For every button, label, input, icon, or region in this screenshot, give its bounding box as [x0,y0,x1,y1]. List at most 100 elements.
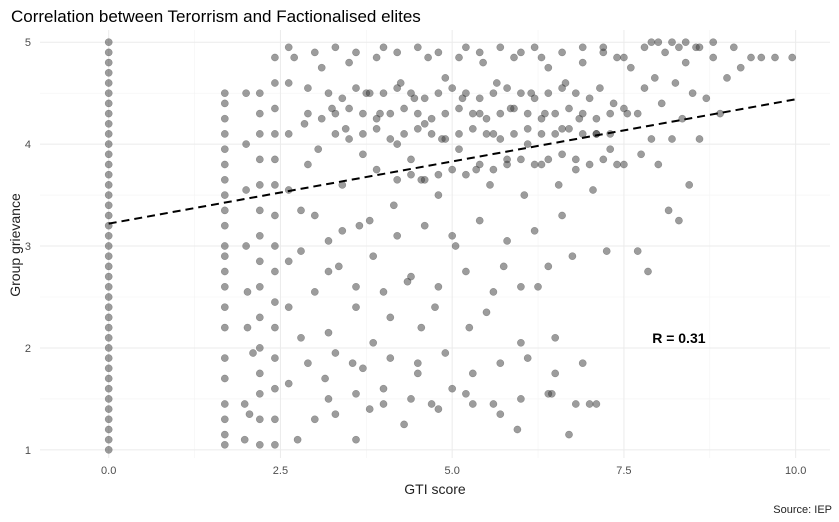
y-tick-label: 2 [25,343,31,355]
data-point [530,160,539,169]
data-point [709,53,718,62]
data-point [314,145,323,154]
data-point [420,221,429,230]
data-point [310,211,319,220]
data-point [462,267,470,276]
data-point [681,38,690,47]
data-point [242,242,250,250]
data-point [489,400,498,408]
data-point [284,257,293,266]
data-point [657,99,666,108]
data-point [647,38,656,47]
data-point [427,114,436,123]
data-point [695,135,704,143]
data-point [407,170,415,179]
data-point [271,155,279,164]
data-point [413,359,422,368]
data-point [609,99,618,108]
data-point [271,384,279,393]
data-point [255,206,264,215]
data-point [441,135,450,143]
data-point [104,395,113,403]
data-point [441,74,450,82]
data-point [255,440,264,449]
data-point [517,282,525,291]
data-point [644,267,652,276]
data-point [220,440,229,449]
data-point [633,247,642,255]
data-point [654,160,663,169]
data-point [647,135,656,143]
data-point [255,313,264,322]
data-point [736,63,745,72]
data-point [561,79,570,87]
data-point [578,109,587,118]
data-point [496,410,505,419]
data-point [220,303,229,312]
data-point [104,99,113,108]
data-point [365,216,374,225]
data-point [334,262,343,271]
data-point [255,415,264,424]
data-point [386,354,395,362]
data-point [578,359,587,368]
data-point [104,231,113,240]
data-point [510,53,518,62]
data-point [220,221,229,230]
data-point [104,293,113,301]
data-point [220,323,229,332]
data-point [365,89,374,98]
data-point [331,130,340,138]
data-point [310,415,319,424]
data-point [489,89,498,98]
data-point [359,109,367,118]
annotation-r: R = 0.31 [652,330,706,346]
data-point [589,186,597,194]
data-point [104,252,113,261]
data-point [475,109,484,118]
data-point [324,237,333,245]
data-point [104,68,113,77]
data-point [271,415,279,424]
data-point [709,38,718,47]
data-point [479,58,487,67]
data-point [352,84,360,92]
data-point [359,364,367,373]
data-point [317,114,326,123]
data-point [413,109,422,118]
data-point [310,288,319,296]
data-point [558,48,566,57]
data-point [434,405,443,413]
data-point [220,400,229,408]
data-point [448,231,457,240]
data-point [558,84,566,92]
data-point [321,374,329,383]
data-point [271,211,279,220]
data-point [499,262,508,271]
data-point [434,282,443,291]
data-point [544,389,553,398]
data-point [492,79,501,87]
data-point [104,262,113,271]
data-point [427,130,436,138]
data-point [668,38,676,47]
data-point [104,445,113,454]
data-point [520,191,529,199]
data-point [400,420,408,429]
data-point [393,140,402,148]
chart-title: Correlation between Terorrism and Factio… [11,7,421,26]
y-tick-label: 3 [25,241,31,253]
x-axis-title: GTI score [404,481,466,497]
data-point [369,252,378,261]
data-point [468,124,477,133]
data-point [104,323,113,332]
data-point [571,155,580,164]
data-point [455,145,463,154]
data-point [389,201,398,210]
data-point [510,104,518,113]
data-point [255,369,264,378]
data-point [240,435,249,444]
data-point [558,211,566,220]
data-point [220,145,229,154]
data-point [104,79,113,87]
